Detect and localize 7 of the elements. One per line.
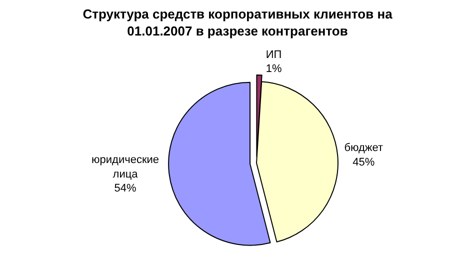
data-label: 1% — [266, 63, 282, 76]
slice-label: бюджет — [344, 142, 384, 154]
slice-label: юридические лица — [92, 154, 160, 180]
chart-title: Структура средств корпоративных клиентов на 01.01.2007 в разрезе контрагентов — [82, 6, 394, 38]
data-label: 54% — [114, 182, 137, 195]
data-label: 45% — [352, 156, 375, 168]
slice-label: ИП — [266, 48, 282, 61]
